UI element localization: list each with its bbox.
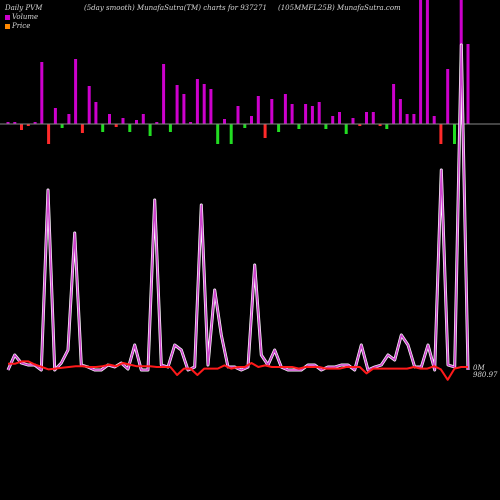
volume-bar [87,86,91,124]
volume-bar [358,124,362,126]
volume-bar [385,124,389,129]
volume-bar [53,108,57,124]
volume-bar [290,104,294,124]
volume-bar [13,122,17,124]
volume-bar [189,122,193,124]
volume-bar [128,124,132,132]
volume-bar [20,124,23,130]
volume-bar [243,124,247,128]
volume-bar [229,124,233,144]
volume-bar [162,64,166,124]
volume-bar [101,124,105,132]
volume-bar [310,106,314,124]
volume-bar [60,124,64,128]
price-line [8,360,468,381]
volume-bar [304,104,308,124]
volume-bar [67,114,71,124]
last-volume-label: 0M [473,364,485,372]
volume-bar [405,114,409,124]
volume-bar [331,116,335,124]
legend-volume-label: Volume [12,13,39,21]
price-line-layer [8,360,468,381]
volume-bar [419,0,423,124]
volume-bar [40,62,44,124]
volume-bar [425,0,429,124]
legend-volume: Volume [5,13,38,21]
volume-bar [141,114,145,124]
volume-bar [175,85,179,124]
volume-bar [371,112,375,124]
volume-bar [297,124,301,129]
volume-bar [195,79,199,124]
volume-bar [344,124,348,134]
volume-bar [351,118,355,124]
chart-title: Daily PVM [5,4,43,12]
volume-bar [392,84,396,124]
volume-bar [223,119,226,124]
volume-bar [74,59,78,124]
volume-bar [155,122,159,124]
volume-bar [114,124,118,127]
legend-volume-swatch [5,14,10,20]
volume-bar [263,124,267,138]
volume-bar [6,122,10,124]
volume-bar [439,124,443,144]
volume-bar [148,124,152,136]
volume-bar [466,44,470,124]
volume-bar [94,102,98,124]
volume-bar [135,120,138,124]
volume-bar [182,94,186,124]
volume-bar [80,124,84,133]
volume-bar [26,124,30,126]
volume-bar [338,112,341,124]
volume-bar [270,99,274,124]
volume-bar [256,96,260,124]
volume-bar [283,94,287,124]
volume-bar [453,124,456,144]
volume-bar [365,112,368,124]
volume-bar [168,124,172,132]
legend-price-label: Price [12,22,31,30]
volume-bar [236,106,240,124]
volume-bar [277,124,281,132]
volume-bar [324,124,328,129]
volume-bar [47,124,51,144]
volume-bar [121,118,125,124]
volume-bar [250,116,253,124]
volume-bar [33,122,37,124]
chart-subtitle: (5day smooth) MunafaSutra(TM) charts for… [84,4,267,12]
volume-bar [378,124,382,126]
legend-price-swatch [5,23,10,29]
volume-bar [412,114,416,124]
volume-bar [432,116,436,124]
volume-bar [202,84,206,124]
volume-bar [398,99,402,124]
volume-bar [216,124,220,144]
volume-bar [209,89,213,124]
volume-bar [108,114,111,124]
last-price-label: 980.97 [473,371,498,379]
volume-bars [6,0,470,144]
chart-symbol: (105MMFL25B) MunafaSutra.com [278,4,401,12]
legend-price: Price [5,22,30,30]
volume-bar [446,69,450,124]
volume-bar [317,102,321,124]
